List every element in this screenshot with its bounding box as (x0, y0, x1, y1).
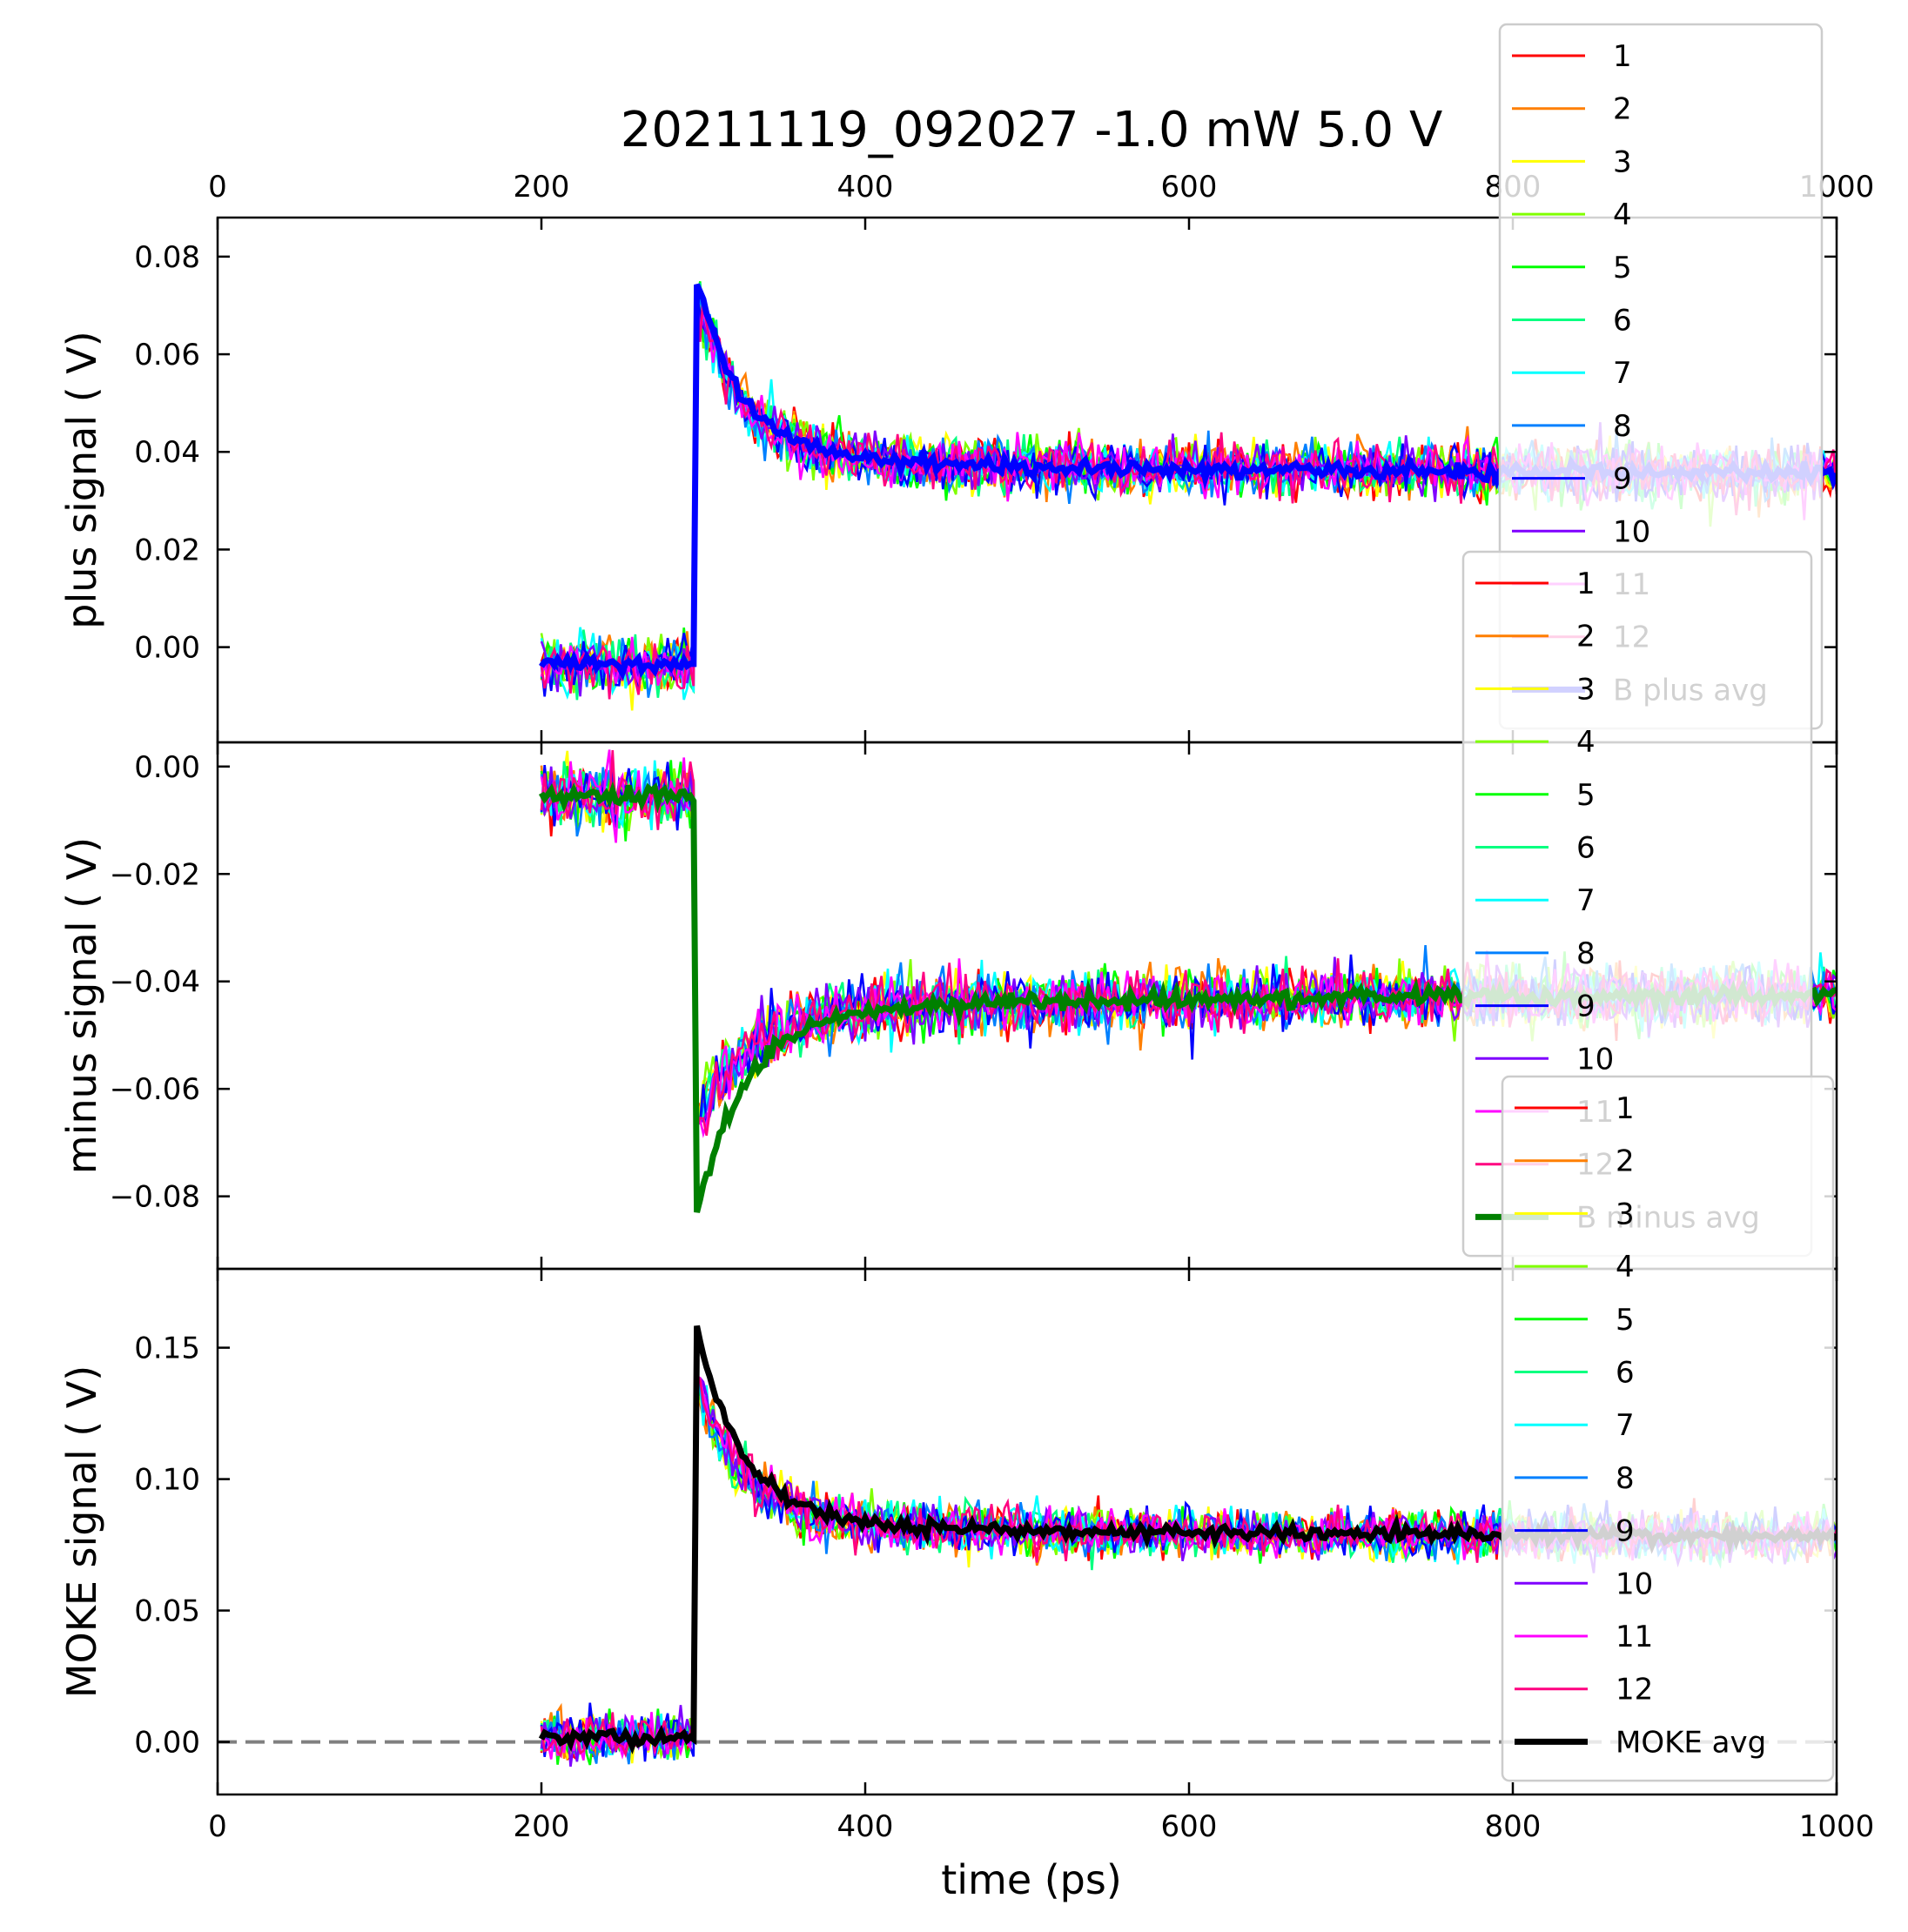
legend-label-moke-6: 6 (1616, 1356, 1635, 1391)
legend-label-plus-9: 9 (1613, 462, 1632, 497)
x-tick-label-top-0: 0 (208, 170, 227, 205)
y-tick-label-plus-1: 0.02 (134, 533, 200, 567)
legend-label-plus-6: 6 (1613, 304, 1632, 339)
legend-label-minus-2: 2 (1576, 620, 1596, 654)
x-tick-label-bottom-200: 200 (514, 1809, 570, 1844)
legend-label-plus-2: 2 (1613, 92, 1632, 127)
legend-label-moke-7: 7 (1616, 1408, 1635, 1443)
y-tick-label-plus-3: 0.06 (134, 338, 200, 372)
legend-label-moke-9: 9 (1616, 1514, 1635, 1549)
legend-label-moke-8: 8 (1616, 1461, 1635, 1496)
legend-label-plus-1: 1 (1613, 39, 1632, 74)
legend-label-moke-2: 2 (1616, 1144, 1635, 1179)
y-axis-label-plus: plus signal ( V) (58, 331, 105, 628)
axes-frame-moke (216, 1267, 1838, 1796)
y-tick-label-moke-1: 0.05 (134, 1594, 200, 1629)
legend-label-moke-3: 3 (1616, 1197, 1635, 1231)
legend-label-minus-6: 6 (1576, 831, 1596, 866)
x-tick-label-top-400: 400 (837, 170, 894, 205)
x-tick-label-bottom-400: 400 (837, 1809, 894, 1844)
legend-frame-moke (1501, 1075, 1835, 1782)
legend-label-minus-4: 4 (1576, 725, 1596, 760)
legend-label-moke-10: 10 (1616, 1566, 1653, 1601)
x-tick-label-bottom-600: 600 (1161, 1809, 1218, 1844)
y-tick-label-plus-2: 0.04 (134, 435, 200, 470)
legend-label-moke-4: 4 (1616, 1250, 1635, 1285)
legend-label-minus-10: 10 (1576, 1042, 1614, 1077)
legend-label-plus-7: 7 (1613, 356, 1632, 391)
y-tick-label-plus-4: 0.08 (134, 240, 200, 275)
legend-label-plus-3: 3 (1613, 144, 1632, 179)
x-tick-label-bottom-0: 0 (208, 1809, 227, 1844)
y-axis-label-minus: minus signal ( V) (58, 837, 105, 1174)
y-tick-label-moke-2: 0.10 (134, 1463, 200, 1498)
y-tick-label-minus-2: −0.04 (110, 965, 200, 1000)
figure-title: 20211119_092027 -1.0 mW 5.0 V (621, 102, 1443, 158)
legend-label-minus-1: 1 (1576, 567, 1596, 601)
legend-label-moke-11: 11 (1616, 1620, 1653, 1654)
x-axis-label: time (ps) (941, 1856, 1122, 1903)
y-axis-label-moke: MOKE signal ( V) (58, 1365, 105, 1698)
y-tick-label-minus-3: −0.06 (110, 1072, 200, 1107)
legend-label-minus-9: 9 (1576, 989, 1596, 1024)
legend-label-minus-7: 7 (1576, 883, 1596, 918)
legend-label-moke-12: 12 (1616, 1673, 1653, 1707)
x-tick-label-bottom-1000: 1000 (1799, 1809, 1875, 1844)
legend-label-moke-MOKE avg: MOKE avg (1616, 1725, 1766, 1760)
x-tick-label-bottom-800: 800 (1485, 1809, 1542, 1844)
legend-label-moke-5: 5 (1616, 1303, 1635, 1338)
y-tick-label-minus-4: −0.08 (110, 1180, 200, 1215)
legend-label-plus-5: 5 (1613, 251, 1632, 285)
y-tick-label-moke-3: 0.15 (134, 1332, 200, 1366)
x-tick-label-top-600: 600 (1161, 170, 1218, 205)
legend-label-minus-8: 8 (1576, 936, 1596, 971)
y-tick-label-minus-0: 0.00 (134, 750, 200, 785)
legend-label-plus-10: 10 (1613, 514, 1650, 549)
legend-label-plus-8: 8 (1613, 409, 1632, 444)
legend-label-moke-1: 1 (1616, 1091, 1635, 1126)
legend-label-minus-5: 5 (1576, 778, 1596, 813)
legend-label-minus-3: 3 (1576, 672, 1596, 707)
y-tick-label-plus-0: 0.00 (134, 631, 200, 666)
legend-label-plus-4: 4 (1613, 198, 1632, 232)
x-tick-label-top-200: 200 (514, 170, 570, 205)
y-tick-label-moke-0: 0.00 (134, 1726, 200, 1761)
y-tick-label-minus-1: −0.02 (110, 857, 200, 892)
